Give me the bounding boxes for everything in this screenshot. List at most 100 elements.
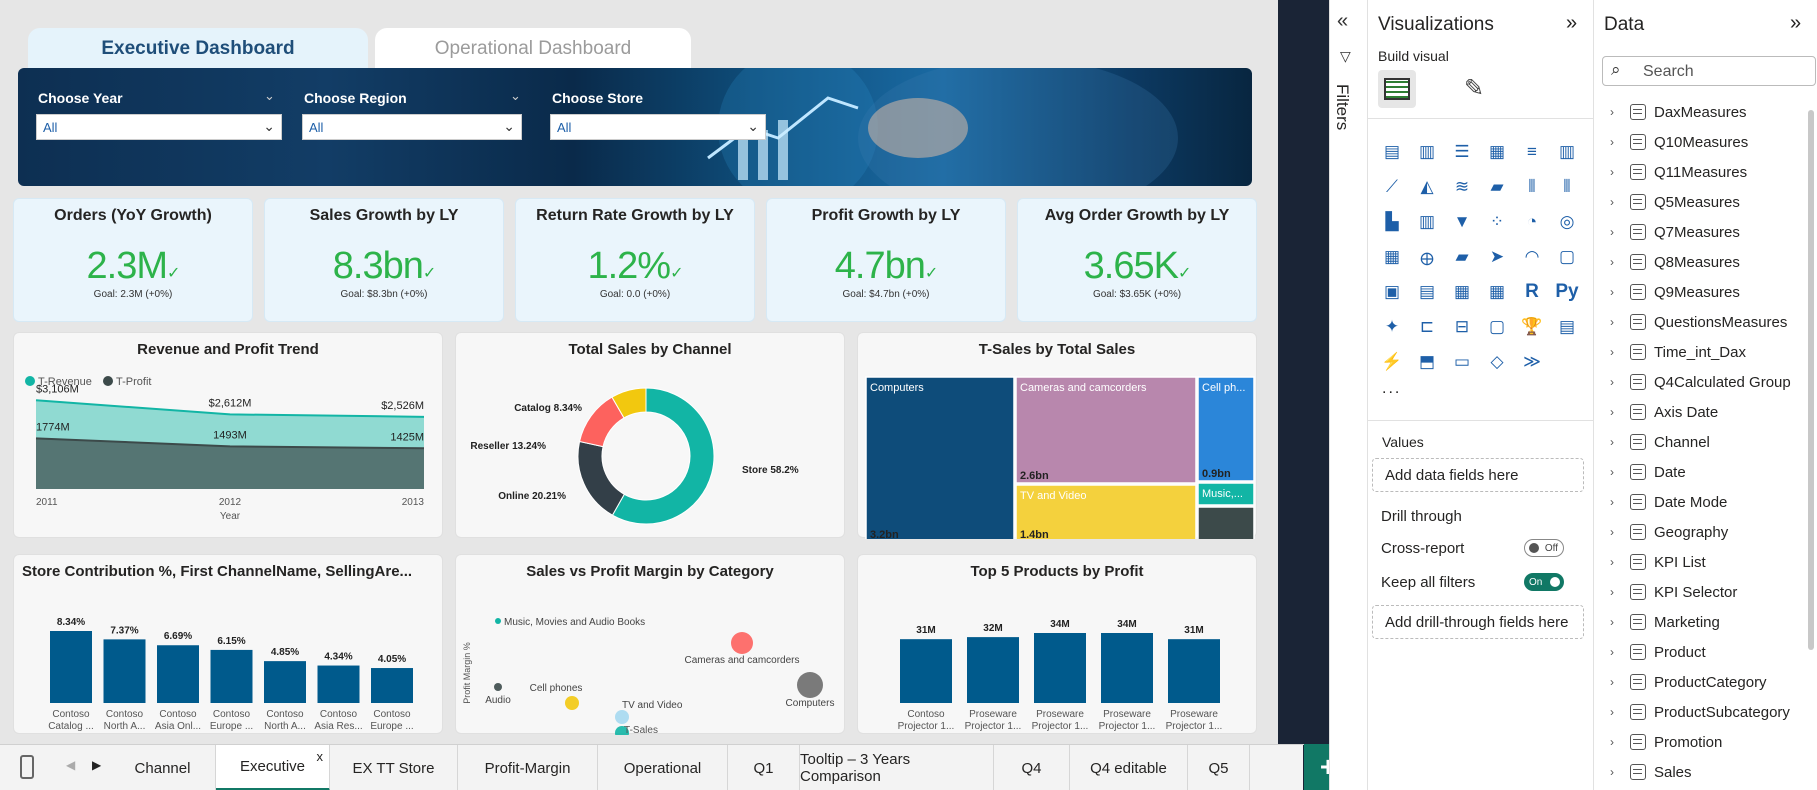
mobile-layout-icon[interactable] [20,755,34,779]
field-q10measures[interactable]: › Q10Measures [1610,128,1748,156]
power-apps-icon[interactable]: ▤ [1558,317,1576,336]
field-productsubcategory[interactable]: › ProductSubcategory [1610,698,1790,726]
expand-chevron-icon[interactable]: › [1610,285,1614,299]
expand-chevron-icon[interactable]: › [1610,525,1614,539]
expand-chevron-icon[interactable]: › [1610,135,1614,149]
diamond-icon[interactable]: ◇ [1490,352,1504,371]
field-sales[interactable]: › Sales [1610,758,1692,786]
field-q8measures[interactable]: › Q8Measures [1610,248,1740,276]
field-questionsmeasures[interactable]: › QuestionsMeasures [1610,308,1787,336]
field-date[interactable]: › Date [1610,458,1686,486]
100-column-icon[interactable]: ▥ [1558,142,1576,161]
page-tab-q4-editable[interactable]: Q4 editable [1070,745,1188,790]
matrix-icon[interactable]: ▦ [1453,282,1471,301]
expand-chevron-icon[interactable]: › [1610,735,1614,749]
field-q5measures[interactable]: › Q5Measures [1610,188,1740,216]
page-tab-tooltip-3-years-comparison[interactable]: Tooltip – 3 Years Comparison [800,745,994,790]
map-icon[interactable]: ▦ [1383,247,1401,266]
collapse-viz-icon[interactable]: » [1566,12,1578,34]
treemap-icon[interactable]: ◎ [1559,212,1575,231]
page-tab-profit-margin[interactable]: Profit-Margin [458,745,598,790]
decomposition-icon[interactable]: ✦ [1384,317,1400,336]
collapse-data-icon[interactable]: » [1790,12,1802,34]
paginated-icon[interactable]: 🏆 [1521,317,1543,336]
qna-icon[interactable]: ⊏ [1419,317,1435,336]
revenue-profit-trend-chart[interactable]: Revenue and Profit Trend T-Revenue T-Prof… [13,332,443,538]
card-icon[interactable]: ◠ [1524,247,1540,266]
build-visual-button[interactable] [1378,70,1416,108]
field-productcategory[interactable]: › ProductCategory [1610,668,1767,696]
expand-chevron-icon[interactable]: › [1610,375,1614,389]
scatter-icon[interactable]: ▼ [1453,212,1471,231]
filters-pane-collapsed[interactable]: « ▽ Filters [1329,0,1367,790]
shape-icon[interactable]: ▭ [1453,352,1471,371]
expand-filters-icon[interactable]: « [1337,10,1349,32]
top-5-products-chart[interactable]: Top 5 Products by Profit 31M Contoso Proje… [857,554,1257,734]
values-drop-zone[interactable]: Add data fields here [1372,458,1584,492]
expand-chevron-icon[interactable]: › [1610,615,1614,629]
field-axis-date[interactable]: › Axis Date [1610,398,1718,426]
expand-chevron-icon[interactable]: › [1610,435,1614,449]
image-icon[interactable]: ⬒ [1418,352,1436,371]
page-tab-operational[interactable]: Operational [598,745,728,790]
page-tab-ex-tt-store[interactable]: EX TT Store [330,745,458,790]
field-q7measures[interactable]: › Q7Measures [1610,218,1740,246]
stacked-bar-icon[interactable]: ▤ [1383,142,1401,161]
page-tab-executive[interactable]: Executive x [216,745,330,790]
line-column-icon[interactable]: ⫴ [1528,177,1536,196]
expand-chevron-icon[interactable]: › [1610,225,1614,239]
field-q11measures[interactable]: › Q11Measures [1610,158,1747,186]
area-chart-icon[interactable]: ◭ [1420,177,1434,196]
slicer-region-dropdown[interactable]: All ⌄ [302,114,522,140]
r-visual-icon[interactable]: ▦ [1488,282,1506,301]
sales-vs-profit-scatter[interactable]: Sales vs Profit Margin by Category Music… [455,554,845,735]
gauge-icon[interactable]: ➤ [1489,247,1505,266]
expand-chevron-icon[interactable]: › [1610,585,1614,599]
python-visual-icon[interactable]: R [1525,281,1539,302]
field-marketing[interactable]: › Marketing [1610,608,1720,636]
kpi-card-avg-order[interactable]: Avg Order Growth by LY 3.65K✓ Goal: $3.65K… [1017,198,1257,322]
store-contribution-chart[interactable]: Store Contribution %, First ChannelName,… [13,554,443,734]
expand-chevron-icon[interactable]: › [1610,405,1614,419]
more-visuals-button[interactable]: ... [1382,380,1402,397]
slicer-icon[interactable]: ▣ [1383,282,1401,301]
expand-chevron-icon[interactable]: › [1610,255,1614,269]
field-date-mode[interactable]: › Date Mode [1610,488,1727,516]
slicer-year-dropdown[interactable]: All ⌄ [36,114,282,140]
scroll-left-icon[interactable]: ◀ [66,758,76,772]
expand-chevron-icon[interactable]: › [1610,645,1614,659]
ribbon-icon[interactable]: ⫴ [1563,177,1571,196]
pie-icon[interactable]: ⁘ [1489,212,1505,231]
field-time-int-dax[interactable]: › Time_int_Dax [1610,338,1746,366]
field-promotion[interactable]: › Promotion [1610,728,1722,756]
stacked-column-icon[interactable]: ▥ [1418,142,1436,161]
t-sales-treemap[interactable]: T-Sales by Total Sales Computers 3.2bn Cam… [857,332,1257,539]
kpi-card-sales-growth[interactable]: Sales Growth by LY 8.3bn✓ Goal: $8.3bn (+0… [264,198,504,322]
cross-report-toggle[interactable]: Off [1524,539,1564,557]
expand-chevron-icon[interactable]: › [1610,705,1614,719]
scroll-right-icon[interactable]: ▶ [92,758,102,772]
kpi-card-orders[interactable]: Orders (YoY Growth) 2.3M✓ Goal: 2.3M (+0%) [13,198,253,322]
search-input[interactable]: ⌕ Search [1602,56,1816,86]
azure-map-icon[interactable]: ▰ [1455,247,1469,266]
kpi-icon[interactable]: ▢ [1558,247,1576,266]
narrative-icon[interactable]: ⊟ [1454,317,1470,336]
expand-chevron-icon[interactable]: › [1610,105,1614,119]
close-page-icon[interactable]: x [316,749,324,764]
expand-chevron-icon[interactable]: › [1610,465,1614,479]
expand-chevron-icon[interactable]: › [1610,165,1614,179]
key-influencers-icon[interactable]: Py [1555,281,1579,302]
tab-operational-dashboard[interactable]: Operational Dashboard [375,28,691,70]
format-visual-icon[interactable]: ✎ [1464,75,1485,102]
power-automate-icon[interactable]: ⚡ [1381,352,1403,371]
page-tab-q1[interactable]: Q1 [728,745,800,790]
filled-map-icon[interactable]: 🜨 [1419,249,1435,269]
page-tab-q4[interactable]: Q4 [994,745,1070,790]
clustered-column-icon[interactable]: ▦ [1488,142,1506,161]
chevron-icon[interactable]: ≫ [1523,352,1541,371]
expand-chevron-icon[interactable]: › [1610,495,1614,509]
funnel-icon[interactable]: ▥ [1418,212,1436,231]
field-kpi-list[interactable]: › KPI List [1610,548,1706,576]
expand-chevron-icon[interactable]: › [1610,195,1614,209]
table-icon[interactable]: ▤ [1418,282,1436,301]
